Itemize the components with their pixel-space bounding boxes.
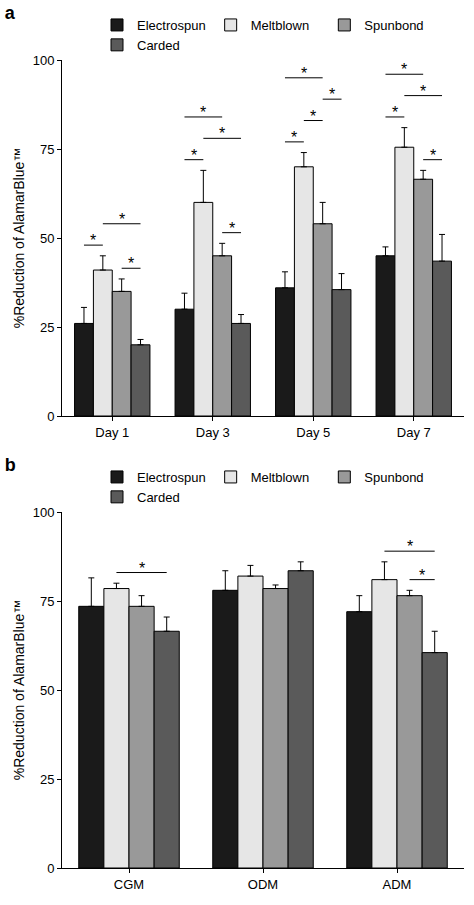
svg-text:0: 0	[47, 861, 54, 876]
svg-text:75: 75	[40, 142, 54, 157]
svg-text:b: b	[5, 455, 16, 475]
svg-text:*: *	[392, 104, 398, 121]
svg-text:*: *	[419, 567, 425, 584]
svg-text:*: *	[128, 255, 134, 272]
svg-text:Carded: Carded	[137, 38, 180, 53]
svg-text:Spunbond: Spunbond	[364, 470, 423, 485]
svg-text:25: 25	[40, 320, 54, 335]
svg-text:25: 25	[40, 772, 54, 787]
svg-text:a: a	[5, 3, 16, 23]
svg-text:Meltblown: Meltblown	[251, 18, 310, 33]
svg-text:*: *	[191, 147, 197, 164]
svg-text:*: *	[291, 129, 297, 146]
svg-text:100: 100	[33, 53, 55, 68]
svg-text:Day 7: Day 7	[397, 425, 431, 440]
svg-text:ADM: ADM	[383, 877, 412, 892]
svg-text:*: *	[420, 83, 426, 100]
svg-text:Spunbond: Spunbond	[364, 18, 423, 33]
svg-text:Carded: Carded	[137, 490, 180, 505]
svg-text:75: 75	[40, 594, 54, 609]
svg-text:*: *	[407, 538, 413, 555]
svg-text:*: *	[401, 61, 407, 78]
svg-text:CGM: CGM	[114, 877, 144, 892]
svg-text:*: *	[430, 147, 436, 164]
svg-text:*: *	[139, 560, 145, 577]
svg-text:*: *	[90, 232, 96, 249]
svg-text:ODM: ODM	[248, 877, 278, 892]
svg-text:Day 3: Day 3	[196, 425, 230, 440]
svg-text:*: *	[229, 220, 235, 237]
svg-text:Electrospun: Electrospun	[137, 470, 206, 485]
svg-text:*: *	[329, 86, 335, 103]
svg-text:Electrospun: Electrospun	[137, 18, 206, 33]
svg-text:50: 50	[40, 231, 54, 246]
svg-text:*: *	[310, 108, 316, 125]
svg-text:*: *	[219, 125, 225, 142]
svg-text:50: 50	[40, 683, 54, 698]
svg-text:%Reduction of AlamarBlue™: %Reduction of AlamarBlue™	[11, 600, 27, 781]
svg-text:*: *	[119, 211, 125, 228]
svg-text:Day 1: Day 1	[95, 425, 129, 440]
svg-text:Meltblown: Meltblown	[251, 470, 310, 485]
svg-text:*: *	[200, 104, 206, 121]
svg-text:%Reduction of AlamarBlue™: %Reduction of AlamarBlue™	[11, 148, 27, 329]
svg-text:100: 100	[33, 505, 55, 520]
svg-text:0: 0	[47, 409, 54, 424]
svg-text:Day 5: Day 5	[296, 425, 330, 440]
svg-text:*: *	[301, 65, 307, 82]
